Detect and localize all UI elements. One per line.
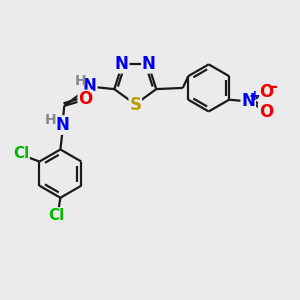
Text: H: H: [75, 74, 86, 88]
Text: O: O: [259, 103, 273, 122]
Text: N: N: [142, 55, 156, 73]
Text: N: N: [56, 116, 70, 134]
Text: N: N: [241, 92, 255, 110]
Text: +: +: [249, 89, 260, 103]
Text: H: H: [45, 113, 56, 127]
Text: N: N: [83, 77, 97, 95]
Text: Cl: Cl: [49, 208, 65, 223]
Text: Cl: Cl: [13, 146, 29, 161]
Text: N: N: [115, 55, 129, 73]
Text: -: -: [270, 78, 277, 96]
Text: O: O: [260, 83, 274, 101]
Text: O: O: [78, 90, 92, 108]
Text: S: S: [129, 96, 141, 114]
